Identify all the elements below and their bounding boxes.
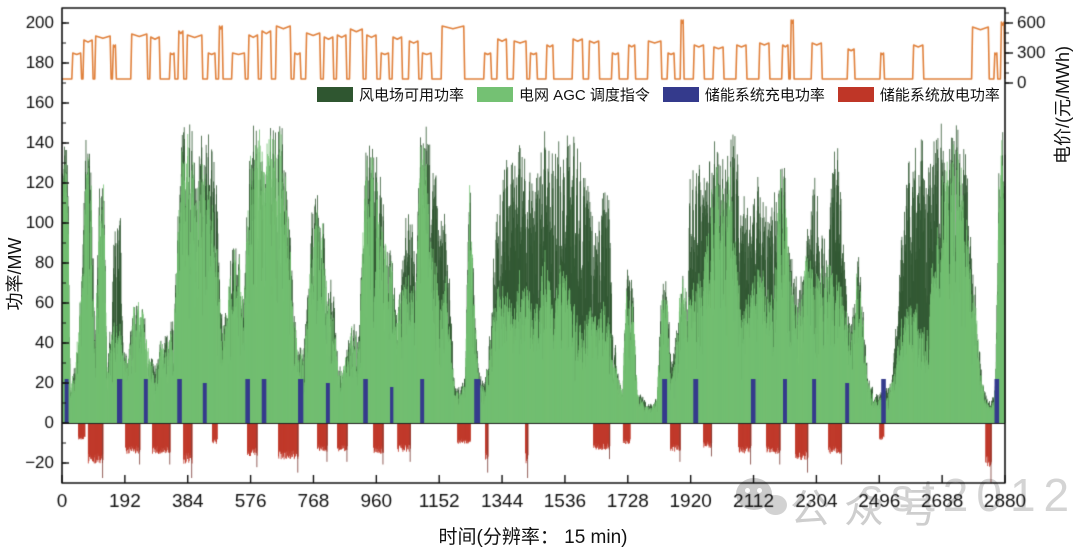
agc-dispatch-swatch-icon (477, 87, 514, 102)
wind-available-swatch-icon (317, 87, 353, 102)
y-axis-title-price: 电价/(元/MWh) (1053, 46, 1073, 164)
legend-label: 储能系统充电功率 (704, 87, 825, 104)
legend-item-agc-dispatch: 电网 AGC 调度指令 (477, 84, 650, 105)
legend-item-storage-discharge: 储能系统放电功率 (837, 84, 1000, 105)
legend-label: 电网 AGC 调度指令 (519, 87, 650, 104)
chart-legend: 风电场可用功率 电网 AGC 调度指令 储能系统充电功率 储能系统放电功率 (317, 84, 1000, 105)
legend-item-wind-available: 风电场可用功率 (317, 84, 464, 105)
legend-label: 储能系统放电功率 (879, 87, 1000, 104)
legend-item-storage-charge: 储能系统充电功率 (662, 84, 825, 105)
storage-charge-swatch-icon (662, 87, 699, 102)
storage-discharge-swatch-icon (837, 87, 874, 102)
x-axis-title-time: 时间(分辨率： 15 min) (438, 527, 628, 548)
y-axis-title-power: 功率/MW (5, 237, 25, 311)
legend-label: 风电场可用功率 (359, 87, 465, 104)
